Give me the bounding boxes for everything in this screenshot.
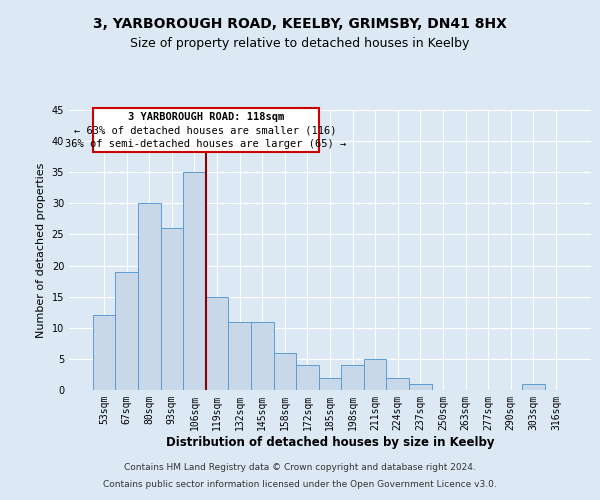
Bar <box>341 365 364 390</box>
Text: 3 YARBOROUGH ROAD: 118sqm: 3 YARBOROUGH ROAD: 118sqm <box>128 112 284 122</box>
Bar <box>409 384 431 390</box>
Bar <box>296 365 319 390</box>
Bar <box>229 322 251 390</box>
Bar <box>274 352 296 390</box>
Bar <box>183 172 206 390</box>
Text: 36% of semi-detached houses are larger (65) →: 36% of semi-detached houses are larger (… <box>65 138 346 148</box>
Bar <box>319 378 341 390</box>
Bar <box>251 322 274 390</box>
Bar <box>386 378 409 390</box>
Bar <box>522 384 545 390</box>
Text: 3, YARBOROUGH ROAD, KEELBY, GRIMSBY, DN41 8HX: 3, YARBOROUGH ROAD, KEELBY, GRIMSBY, DN4… <box>93 18 507 32</box>
Bar <box>364 359 386 390</box>
Text: Size of property relative to detached houses in Keelby: Size of property relative to detached ho… <box>130 38 470 51</box>
Text: Contains HM Land Registry data © Crown copyright and database right 2024.: Contains HM Land Registry data © Crown c… <box>124 464 476 472</box>
Bar <box>138 204 161 390</box>
Bar <box>206 296 229 390</box>
Bar <box>115 272 138 390</box>
Bar <box>93 316 115 390</box>
Bar <box>161 228 183 390</box>
FancyBboxPatch shape <box>93 108 319 152</box>
Text: ← 63% of detached houses are smaller (116): ← 63% of detached houses are smaller (11… <box>74 126 337 136</box>
X-axis label: Distribution of detached houses by size in Keelby: Distribution of detached houses by size … <box>166 436 494 448</box>
Text: Contains public sector information licensed under the Open Government Licence v3: Contains public sector information licen… <box>103 480 497 489</box>
Y-axis label: Number of detached properties: Number of detached properties <box>36 162 46 338</box>
